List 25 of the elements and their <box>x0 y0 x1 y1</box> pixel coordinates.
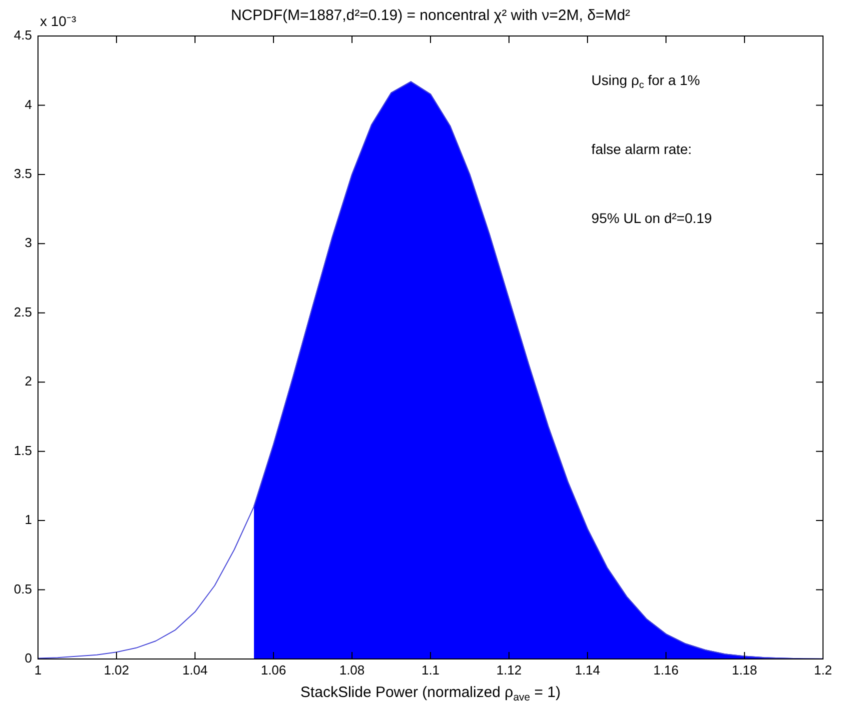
y-tick-label: 1 <box>24 512 32 528</box>
x-tick-label: 1.16 <box>653 662 679 678</box>
x-tick-label: 1.04 <box>182 662 208 678</box>
x-tick-label: 1.06 <box>260 662 286 678</box>
annotation: false alarm rate: <box>591 140 692 157</box>
y-tick-label: 0.5 <box>14 581 32 596</box>
y-tick-label: 4 <box>24 96 32 112</box>
y-tick-label: 0 <box>24 650 32 666</box>
y-tick-label: 3 <box>24 235 32 250</box>
x-tick-label: 1 <box>34 662 42 678</box>
y-tick-label: 4.5 <box>14 28 32 43</box>
x-tick-label: 1.08 <box>339 662 365 678</box>
x-tick-label: 1.02 <box>104 662 130 678</box>
y-tick-label: 1.5 <box>14 442 32 458</box>
chart-title: NCPDF(M=1887,d²=0.19) = noncentral χ² with ν=2M, δ=Md² <box>230 7 630 24</box>
x-tick-label: 1.1 <box>421 662 440 678</box>
y-tick-label: 2.5 <box>14 304 32 320</box>
x-tick-label: 1.18 <box>732 662 758 678</box>
y-axis-title: x 10⁻³ <box>40 12 76 29</box>
annotation: 95% UL on d²=0.19 <box>591 210 712 226</box>
y-tick-label: 2 <box>24 374 32 389</box>
x-tick-label: 1.12 <box>496 662 522 678</box>
x-tick-label: 1.2 <box>814 662 832 678</box>
y-tick-label: 3.5 <box>14 166 32 182</box>
x-tick-label: 1.14 <box>574 662 600 678</box>
